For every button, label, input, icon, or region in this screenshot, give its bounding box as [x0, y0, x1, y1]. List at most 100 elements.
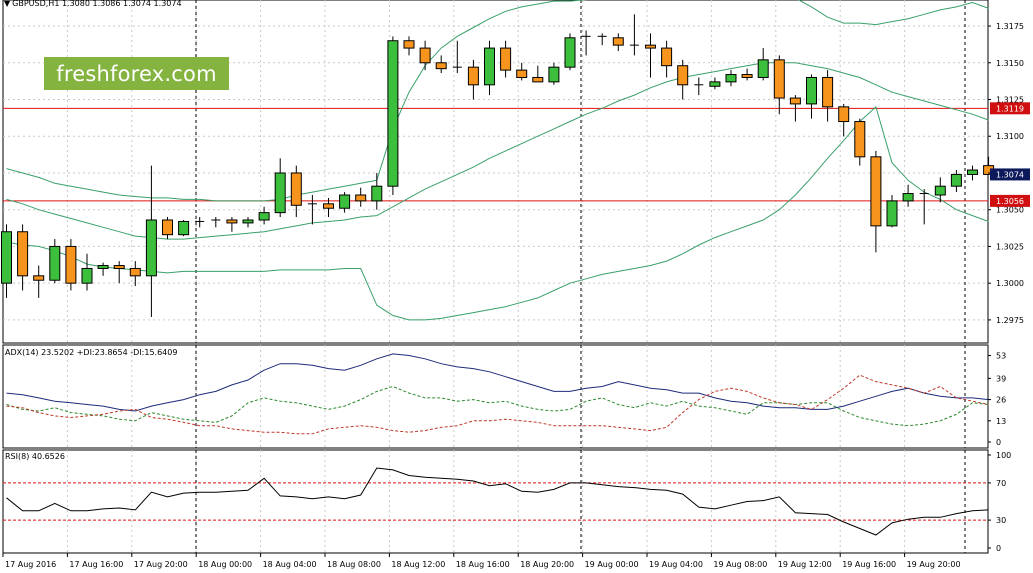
candle-body: [371, 185, 383, 202]
x-axis-labels: 17 Aug 2016 17 Aug 16:00 17 Aug 20:00 18 Au…: [2, 553, 961, 569]
candle: [822, 70, 834, 122]
x-tick-label: 18 Aug 08:00: [327, 560, 381, 569]
candle: [129, 261, 141, 287]
bollinger-bands: [6, 0, 989, 321]
candle-body: [854, 121, 866, 158]
candle: [323, 197, 334, 218]
candle-body: [17, 231, 29, 277]
level-tag-text: 1.3056: [996, 197, 1024, 206]
candle: [516, 62, 528, 81]
price-tick-label: 1.3100: [996, 132, 1024, 141]
logo-text: freshforex.com: [56, 61, 217, 86]
adx-tick-label: 0: [996, 438, 1001, 447]
candle: [81, 253, 93, 291]
x-tick-label: 19 Aug 20:00: [907, 560, 961, 569]
candle: [532, 65, 544, 83]
candle: [145, 165, 157, 317]
x-tick-label: 17 Aug 20:00: [134, 560, 188, 569]
candle-body: [757, 59, 769, 78]
current-price-tag-text: 1.3074: [996, 170, 1024, 179]
candle-body: [500, 47, 512, 71]
level-tag-box: [990, 102, 1030, 115]
candle-body: [532, 76, 544, 83]
candle-body: [773, 59, 785, 99]
candle: [789, 95, 801, 122]
rsi-label: RSI(8) 40.6526: [5, 452, 65, 461]
rsi-tick-label: 0: [996, 544, 1001, 553]
candle-body: [323, 203, 334, 209]
candle: [757, 48, 769, 81]
x-tick-label: 18 Aug 12:00: [391, 560, 445, 569]
plus-di-line: [6, 385, 989, 427]
candle: [211, 217, 221, 228]
y-axis-labels: 1.31751.31501.31251.31001.30751.30501.30…: [988, 22, 1024, 553]
x-tick-label: 19 Aug 00:00: [585, 560, 639, 569]
candle: [838, 103, 850, 137]
candle: [17, 224, 29, 291]
candle: [307, 195, 317, 225]
candle: [548, 62, 560, 85]
candle-body: [387, 40, 399, 187]
candle: [773, 55, 785, 115]
candle-body: [113, 265, 125, 269]
current-price-tag: 1.3074: [990, 168, 1030, 181]
candle-body: [886, 200, 898, 227]
candle: [581, 30, 591, 56]
candle-body: [822, 76, 834, 108]
candle: [854, 118, 866, 166]
candle-body: [1, 231, 12, 284]
x-tick-label: 19 Aug 16:00: [842, 560, 896, 569]
candle: [452, 40, 462, 74]
candle-body: [435, 62, 447, 70]
candle: [387, 36, 399, 196]
candle: [242, 217, 254, 228]
x-tick-label: 18 Aug 04:00: [263, 560, 317, 569]
candle-body: [178, 220, 190, 236]
price-tags: 1.3119 1.3056 1.3074: [990, 102, 1030, 207]
candle: [178, 219, 190, 237]
price-tick-label: 1.2975: [996, 316, 1024, 325]
watermark-logo: freshforex.com: [44, 57, 229, 90]
candle-body: [355, 194, 367, 202]
candle-body: [661, 47, 673, 67]
candle-body: [65, 245, 77, 284]
adx-tick-label: 53: [996, 352, 1006, 361]
candle: [435, 55, 447, 74]
current-price-tag-box: [990, 168, 1030, 181]
level-tag-text: 1.3119: [996, 104, 1024, 113]
candle-body: [49, 245, 61, 281]
minus-di-line: [6, 374, 989, 435]
candle-body: [789, 97, 801, 105]
bollinger-lower-line: [6, 105, 989, 321]
bollinger-upper-line: [6, 0, 989, 202]
candle: [886, 195, 898, 228]
candle: [645, 33, 656, 78]
candle: [371, 172, 383, 210]
bollinger-middle-line: [6, 62, 989, 240]
candle: [113, 261, 125, 284]
caret-down-icon[interactable]: ▼: [4, 0, 11, 8]
candle: [97, 262, 109, 276]
candle-body: [709, 81, 721, 87]
candle: [500, 40, 512, 78]
price-tick-label: 1.3025: [996, 242, 1024, 251]
symbol-ohlc-text: GBPUSD,H1 1.3080 1.3086 1.3074 1.3074: [12, 0, 182, 8]
adx-tick-label: 39: [996, 374, 1006, 383]
candle-body: [806, 76, 817, 105]
candle-body: [145, 219, 157, 277]
symbol-header: ▼ GBPUSD,H1 1.3080 1.3086 1.3074 1.3074: [4, 0, 182, 8]
price-tick-label: 1.3050: [996, 206, 1024, 215]
candle-body: [467, 66, 479, 86]
candlesticks: [1, 14, 995, 317]
level-tag: 1.3119: [990, 102, 1030, 115]
candle: [1, 224, 12, 298]
candle: [934, 177, 946, 203]
candle: [725, 70, 737, 87]
candle-body: [950, 173, 962, 187]
candle-body: [419, 47, 431, 64]
x-tick-label: 18 Aug 00:00: [198, 560, 252, 569]
candle-body: [242, 219, 254, 224]
candle: [870, 150, 882, 253]
candle: [677, 59, 689, 100]
rsi-lines: [3, 467, 989, 536]
